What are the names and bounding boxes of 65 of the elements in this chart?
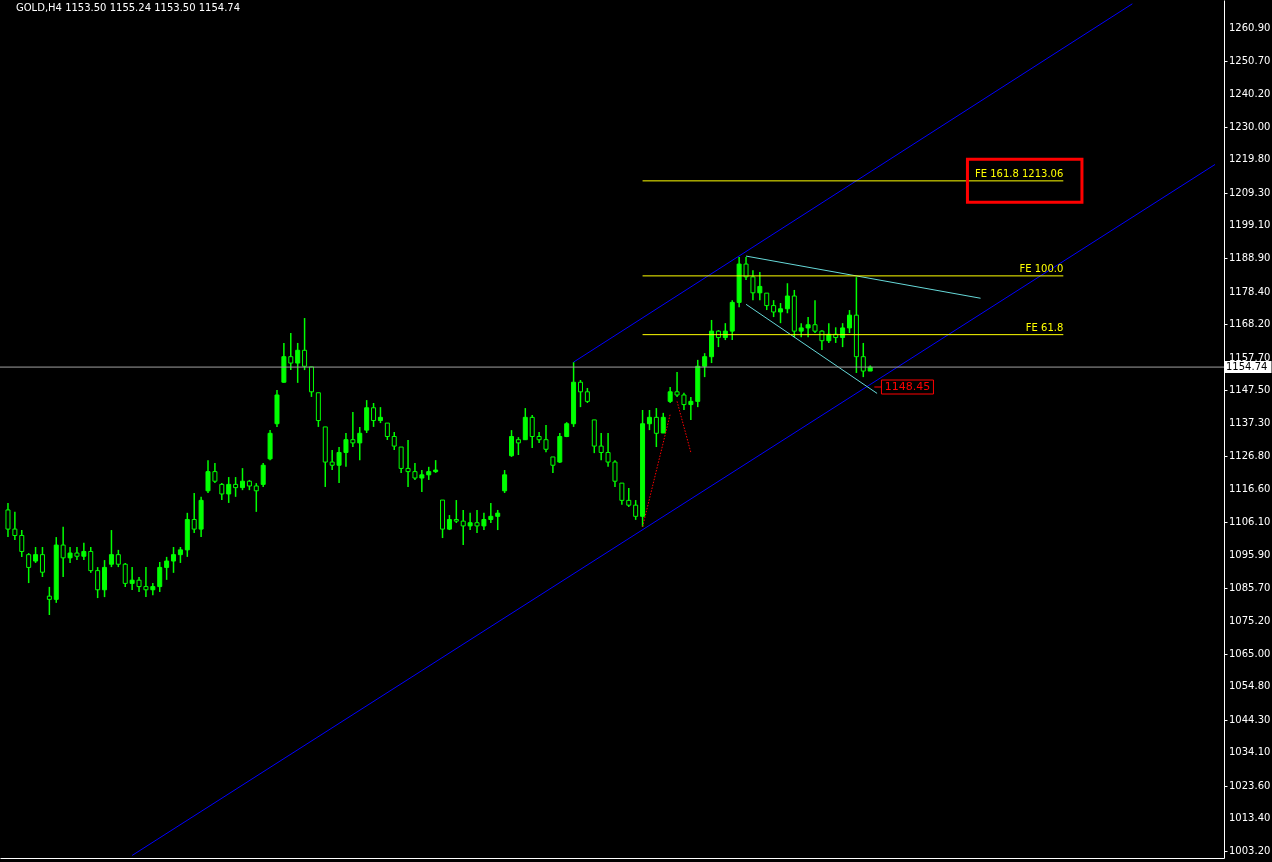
y-tick-label: 1023.60 [1229,779,1271,791]
candlestick [102,559,108,598]
candlestick [522,407,528,441]
y-tick-label: 1168.20 [1229,318,1271,330]
series-label: FE 161.8 1213.06 [974,167,1064,179]
candlestick [660,412,666,434]
candlestick [840,322,846,348]
series-label: FE 61.8 [1025,321,1064,333]
y-tick-label: 1013.40 [1229,812,1271,824]
candlestick [295,342,301,384]
candlestick [240,467,245,491]
candlestick [847,309,852,334]
annotation: 1148.45 [884,380,931,393]
candlestick [46,586,52,616]
chart-title: GOLD,H4 1153.50 1155.24 1153.50 1154.74 [16,2,241,13]
y-tick-label: 1199.10 [1229,219,1271,231]
y-tick-label: 1065.00 [1229,647,1271,659]
candlestick [778,302,784,324]
candlestick [702,352,708,378]
candlestick [39,546,45,578]
y-tick-label: 1260.90 [1229,22,1271,34]
candlestick [157,561,163,593]
candlestick [171,546,177,574]
y-tick-label: 1116.60 [1229,482,1271,494]
ref-line-label: 1154.74 [1226,361,1268,373]
candlestick [860,342,866,378]
candlestick [108,529,114,568]
candlestick [164,556,170,581]
candlestick [653,407,659,448]
y-tick-label: 1085.70 [1229,581,1271,593]
candlestick [260,462,266,488]
y-tick-label: 1106.10 [1229,516,1271,528]
y-tick-label: 1219.80 [1229,153,1271,165]
y-tick-label: 1044.30 [1229,713,1271,725]
candlestick [26,552,32,584]
candlestick [453,499,459,524]
y-tick-label: 1095.90 [1229,548,1271,560]
candlestick [95,566,101,599]
candlestick [302,317,308,371]
candlestick [226,476,232,504]
y-tick-label: 1054.80 [1229,680,1271,692]
y-tick-label: 1188.90 [1229,252,1271,264]
candlestick [253,482,259,513]
y-tick-label: 1147.50 [1229,384,1271,396]
y-tick-label: 1240.20 [1229,88,1271,100]
y-tick-label: 1209.30 [1229,186,1271,198]
candlestick [233,476,239,498]
candlestick [646,409,652,431]
candlestick [577,379,583,408]
candlestick [371,402,377,428]
y-tick-label: 1157.70 [1229,351,1271,363]
y-tick-label: 1250.70 [1229,54,1271,66]
y-tick-label: 1075.20 [1229,615,1271,627]
y-tick-label: 1003.20 [1229,844,1271,856]
candlestick [784,282,790,314]
y-tick-label: 1126.80 [1229,450,1271,462]
candlestick [502,469,508,494]
y-tick-label: 1137.30 [1229,416,1271,428]
y-tick-label: 1230.00 [1229,120,1271,132]
candlestick [633,499,639,521]
candlestick [495,509,501,531]
candlestick [509,429,515,458]
y-tick-label: 1034.10 [1229,746,1271,758]
y-tick-label: 1178.40 [1229,285,1271,297]
candlestick [364,399,370,434]
